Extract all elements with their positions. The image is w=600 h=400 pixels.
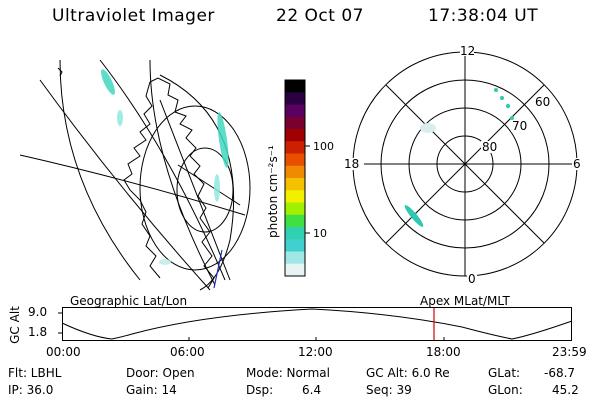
colorbar-band xyxy=(285,141,305,154)
alt-ytick-low: 1.8 xyxy=(28,325,48,339)
lat-label-60: 60 xyxy=(535,95,550,109)
gcalt-status: GC Alt: 6.0 Re xyxy=(366,366,450,380)
dsp-label: Dsp: xyxy=(246,383,274,397)
lat-circle xyxy=(139,105,251,271)
alt-xtick-0600: 06:00 xyxy=(170,345,205,359)
aurora-emission xyxy=(101,69,229,265)
glon-label: GLon: xyxy=(488,383,523,397)
polar-plot: 12 18 6 0 60 70 80 xyxy=(344,44,582,286)
seq-status: Seq: 39 xyxy=(366,383,412,397)
geographic-map xyxy=(19,59,251,291)
filter-status: Flt: LBHL xyxy=(8,366,62,380)
mlt-label-0: 0 xyxy=(468,272,476,286)
glat-value: -68.7 xyxy=(544,366,576,380)
coastline xyxy=(123,77,215,289)
colorbar-band xyxy=(285,190,305,203)
alt-xtick-1800: 18:00 xyxy=(426,345,461,359)
meridian-line xyxy=(149,59,216,286)
lat-circle xyxy=(176,147,234,233)
alt-ytick-high: 9.0 xyxy=(28,305,48,319)
dsp-value: 6.4 xyxy=(302,383,322,397)
earth-limb xyxy=(159,74,235,291)
colorbar-band xyxy=(285,80,305,93)
door-status: Door: Open xyxy=(126,366,195,380)
date-label: 22 Oct 07 xyxy=(276,6,364,26)
altitude-plot xyxy=(58,307,573,341)
apex-label: Apex MLat/MLT xyxy=(420,294,510,308)
colorbar-band xyxy=(285,92,305,105)
colorbar-label: photon cm⁻²s⁻¹ xyxy=(266,145,280,238)
colorbar-band xyxy=(285,153,305,167)
colorbar-band xyxy=(285,227,305,240)
colorbar-tick-100: 100 xyxy=(313,140,334,153)
lat-label-80: 80 xyxy=(482,140,497,154)
noon-marker xyxy=(57,67,63,77)
glat-label: GLat: xyxy=(488,366,521,380)
aurora-emission xyxy=(404,88,514,227)
colorbar-band xyxy=(285,214,305,228)
meridian-line xyxy=(159,99,231,281)
colorbar-band xyxy=(285,129,305,142)
colorbar-band xyxy=(285,178,305,191)
alt-axis-label: GC Alt xyxy=(7,306,22,344)
colorbar: 100 10 photon cm⁻²s⁻¹ xyxy=(266,79,334,277)
gain-status: Gain: 14 xyxy=(126,383,177,397)
blue-meridian xyxy=(213,249,223,289)
meridian-line xyxy=(177,164,241,206)
lat-label-70: 70 xyxy=(512,119,527,133)
mlt-label-12: 12 xyxy=(460,44,475,58)
altitude-curve xyxy=(61,308,573,340)
colorbar-band xyxy=(285,239,305,252)
glon-value: 45.2 xyxy=(552,383,579,397)
colorbar-tick-10: 10 xyxy=(313,227,327,240)
lat-line xyxy=(39,79,211,291)
lat-line xyxy=(99,59,226,281)
alt-xtick-1200: 12:00 xyxy=(298,345,333,359)
mlt-label-6: 6 xyxy=(573,157,581,171)
alt-xtick-0000: 00:00 xyxy=(46,345,81,359)
colorbar-band xyxy=(285,263,305,277)
colorbar-band xyxy=(285,251,305,265)
colorbar-band xyxy=(285,165,305,179)
geo-label: Geographic Lat/Lon xyxy=(70,294,188,308)
terminator-line xyxy=(19,154,246,216)
time-label: 17:38:04 UT xyxy=(428,6,539,26)
colorbar-band xyxy=(285,116,305,130)
colorbar-band xyxy=(285,202,305,216)
ip-status: IP: 36.0 xyxy=(8,383,54,397)
alt-xtick-2359: 23:59 xyxy=(552,345,587,359)
meridian-line xyxy=(59,59,141,281)
mlt-label-18: 18 xyxy=(344,157,359,171)
instrument-title: Ultraviolet Imager xyxy=(52,6,215,26)
colorbar-band xyxy=(285,104,305,118)
mode-status: Mode: Normal xyxy=(246,366,330,380)
